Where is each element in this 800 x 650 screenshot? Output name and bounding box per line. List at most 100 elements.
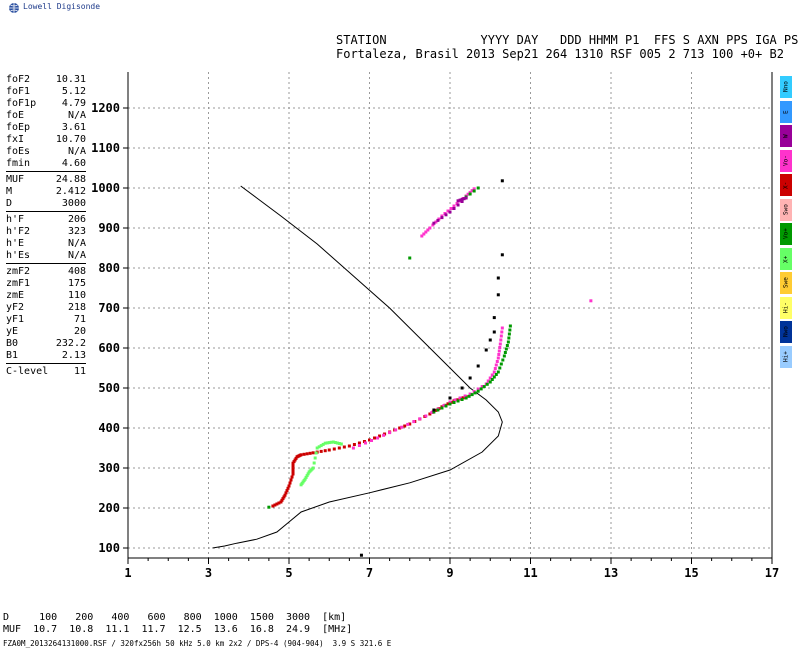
legend-item: X- <box>780 174 792 196</box>
param-row: fxI 10.70 <box>6 134 86 146</box>
echo-point <box>289 478 293 482</box>
echo-point <box>506 340 510 344</box>
echo-point <box>482 385 486 389</box>
echo-point <box>444 404 448 408</box>
echo-point <box>302 452 306 456</box>
echo-point <box>499 334 503 338</box>
legend-item: Vo- <box>780 149 792 172</box>
echo-point <box>378 434 382 438</box>
param-separator <box>6 263 86 264</box>
echo-point <box>464 396 468 400</box>
echo-point <box>440 216 444 220</box>
x-tick-label: 5 <box>285 566 292 580</box>
echo-point <box>317 445 321 449</box>
echo-point <box>492 375 496 379</box>
param-value: 175 <box>67 278 86 289</box>
echo-point <box>305 452 309 456</box>
echo-point <box>460 398 464 401</box>
scaled-parameters-table: foF2 10.31 foF1 5.12 foF1p 4.79 foE N/A foEp 3.61… <box>6 74 86 378</box>
echo-point <box>312 461 316 465</box>
echo-point <box>496 370 500 374</box>
echo-point <box>288 481 292 485</box>
echo-point <box>331 440 335 444</box>
echo-point <box>480 385 484 388</box>
echo-point <box>403 424 407 428</box>
echo-point <box>444 213 448 217</box>
echo-point <box>449 207 453 210</box>
echo-point <box>279 500 283 504</box>
echo-point <box>376 436 380 440</box>
echo-point <box>352 443 356 446</box>
echo-point <box>448 396 452 400</box>
echo-point <box>357 441 361 445</box>
param-value: 323 <box>67 226 86 237</box>
param-separator <box>6 211 86 212</box>
echo-point <box>468 190 472 194</box>
param-value: N/A <box>67 110 86 121</box>
echo-point <box>496 293 500 297</box>
echo-point <box>291 464 295 468</box>
echo-point <box>446 209 450 213</box>
param-value: 4.60 <box>61 158 86 169</box>
legend-item: Swo <box>780 198 792 221</box>
echo-point <box>493 367 497 370</box>
echo-point <box>418 417 422 421</box>
echo-point <box>504 347 508 351</box>
param-name: fxI <box>6 134 25 145</box>
echo-point <box>370 439 374 442</box>
echo-point <box>311 451 315 455</box>
param-name: yE <box>6 326 19 337</box>
legend-item: X+ <box>780 247 792 270</box>
echo-point <box>440 214 444 218</box>
echo-point <box>476 364 480 368</box>
echo-point <box>462 197 466 201</box>
echo-point <box>498 366 502 370</box>
echo-point <box>453 398 457 402</box>
param-separator <box>6 171 86 172</box>
x-tick-label: 3 <box>205 566 212 580</box>
echo-point <box>458 396 462 400</box>
param-row: foE N/A <box>6 110 86 122</box>
param-row: M 2.412 <box>6 186 86 198</box>
echo-point <box>420 234 424 238</box>
header-columns: STATION YYYY DAY DDD HHMM P1 FFS S AXN P… <box>336 33 799 47</box>
echo-point <box>497 349 501 353</box>
header-values: Fortaleza, Brasil 2013 Sep21 264 1310 RS… <box>336 47 784 61</box>
echo-point <box>472 187 476 191</box>
echo-point <box>456 203 460 207</box>
echo-point <box>507 336 511 340</box>
echo-point <box>292 460 296 464</box>
y-tick-label: 200 <box>98 501 120 515</box>
param-row: h'Es N/A <box>6 250 86 262</box>
param-separator <box>6 363 86 364</box>
param-value: 408 <box>67 266 86 277</box>
echo-point <box>319 449 323 453</box>
echo-point <box>461 396 465 400</box>
param-value: 110 <box>67 290 86 301</box>
x-tick-label: 11 <box>523 566 537 580</box>
param-row: B0 232.2 <box>6 338 86 350</box>
echo-point <box>460 386 464 390</box>
echo-point <box>488 338 492 342</box>
echo-point <box>357 444 361 447</box>
echo-point <box>273 503 277 507</box>
param-row: MUF 24.88 <box>6 174 86 186</box>
echo-point <box>448 402 452 406</box>
param-name: foEp <box>6 122 31 133</box>
param-value: 20 <box>73 326 86 337</box>
param-name: D <box>6 198 13 209</box>
echo-point <box>327 448 331 452</box>
echo-point <box>342 445 346 449</box>
echo-point <box>503 351 507 354</box>
echo-point <box>335 441 339 445</box>
echo-point <box>394 428 398 432</box>
param-name: h'F <box>6 214 25 225</box>
echo-point <box>398 426 402 430</box>
echo-point <box>315 446 319 450</box>
echo-point <box>323 449 327 453</box>
echo-point <box>347 444 351 448</box>
echo-point <box>452 204 456 208</box>
echo-point <box>440 406 444 410</box>
echo-point <box>492 330 496 334</box>
echo-point <box>463 394 467 398</box>
